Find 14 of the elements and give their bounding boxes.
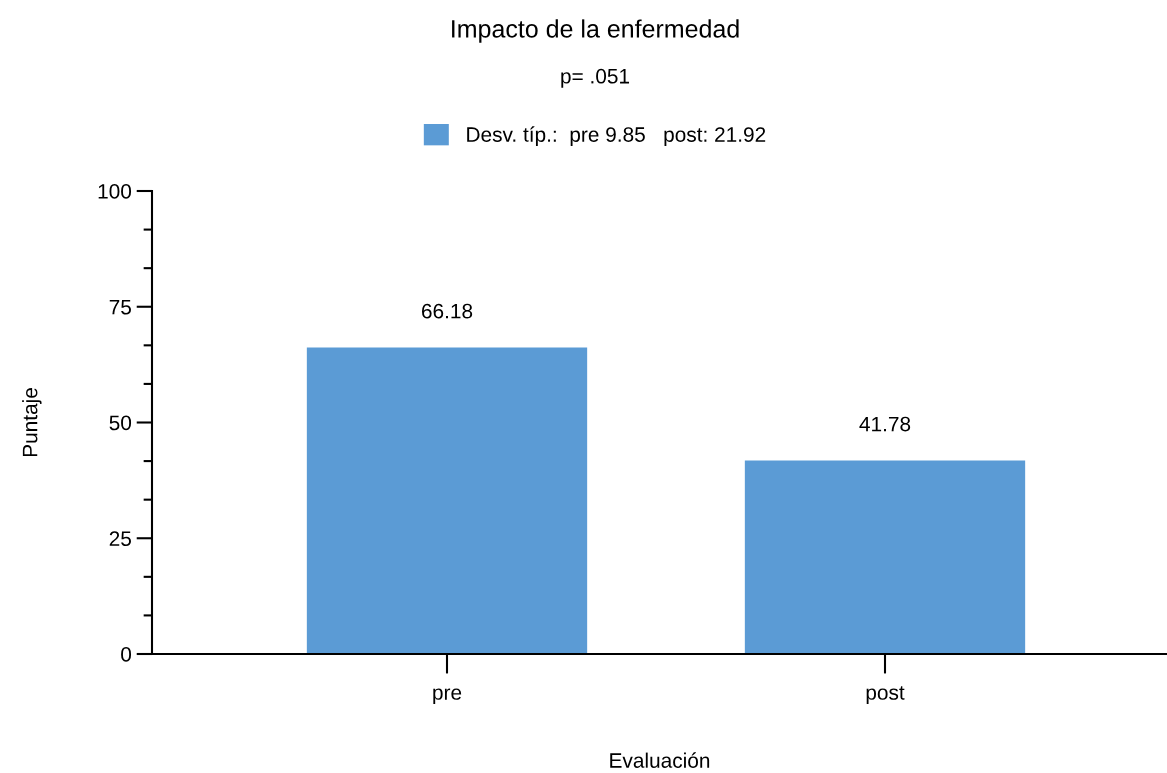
y-tick-label: 100	[98, 184, 132, 199]
chart-subtitle: p= .051	[561, 68, 630, 88]
y-tick-label: 0	[121, 647, 132, 662]
chart-title: Impacto de la enfermedad	[452, 19, 739, 43]
x-tick-label: post	[866, 686, 905, 704]
data-label: 66.18	[421, 303, 473, 319]
x-tick-label: pre	[433, 688, 462, 704]
legend-label: Desv. típ.: pre 9.85 post: 21.92	[467, 126, 766, 147]
y-tick-label: 50	[109, 415, 132, 431]
y-axis-title: Puntaje	[22, 388, 42, 457]
y-tick-label: 75	[109, 299, 131, 315]
data-label: 41.78	[859, 416, 911, 432]
y-tick-label: 25	[109, 531, 131, 546]
x-axis-title: Evaluación	[610, 752, 710, 768]
